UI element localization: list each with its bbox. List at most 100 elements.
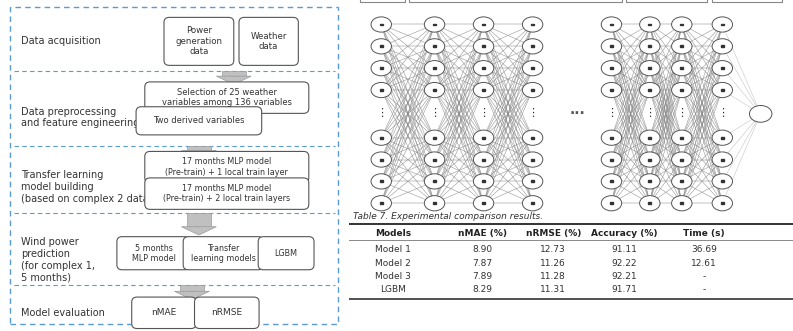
Circle shape	[712, 130, 733, 145]
Text: ⋮: ⋮	[717, 108, 728, 118]
Bar	[482, 45, 485, 47]
Bar	[380, 89, 382, 91]
FancyBboxPatch shape	[239, 17, 298, 66]
Bar	[433, 89, 436, 91]
Circle shape	[640, 196, 660, 211]
Text: 11.26: 11.26	[540, 259, 566, 268]
Bar	[649, 202, 651, 204]
Circle shape	[523, 61, 542, 76]
Text: -: -	[703, 285, 706, 294]
Circle shape	[424, 152, 445, 167]
Text: LGBM: LGBM	[381, 285, 406, 294]
Text: Transfer
learning models: Transfer learning models	[191, 244, 256, 263]
Text: 7.87: 7.87	[472, 259, 492, 268]
Bar	[680, 159, 683, 161]
Circle shape	[371, 174, 392, 189]
Text: ⋮: ⋮	[478, 108, 489, 118]
Text: 8.29: 8.29	[472, 285, 492, 294]
Text: 17 months MLP model
(Pre-train) + 1 local train layer: 17 months MLP model (Pre-train) + 1 loca…	[166, 158, 288, 177]
Text: Selection of 25 weather
variables among 136 variables: Selection of 25 weather variables among …	[162, 88, 292, 107]
Text: 11.31: 11.31	[540, 285, 566, 294]
Circle shape	[424, 130, 445, 145]
Text: Models: Models	[375, 229, 412, 238]
Circle shape	[640, 17, 660, 32]
Circle shape	[672, 196, 692, 211]
Circle shape	[712, 196, 733, 211]
Text: 12.73: 12.73	[540, 245, 566, 255]
FancyBboxPatch shape	[259, 237, 314, 270]
Circle shape	[371, 130, 392, 145]
Bar	[610, 202, 613, 204]
Bar	[380, 137, 382, 139]
Bar	[721, 67, 724, 69]
Bar	[433, 67, 436, 69]
Text: Data acquisition: Data acquisition	[21, 36, 101, 46]
Text: Model evaluation: Model evaluation	[21, 308, 105, 318]
Bar	[649, 137, 651, 139]
Bar	[482, 180, 485, 182]
Text: Table 7. Experimental comparison results.: Table 7. Experimental comparison results…	[354, 212, 543, 221]
Circle shape	[424, 39, 445, 54]
Circle shape	[712, 82, 733, 98]
Bar	[433, 202, 436, 204]
Text: 36.69: 36.69	[691, 245, 717, 255]
Bar	[610, 137, 613, 139]
Text: Data preprocessing
and feature engineering: Data preprocessing and feature engineeri…	[21, 107, 140, 128]
Polygon shape	[182, 151, 216, 159]
Polygon shape	[221, 71, 246, 76]
Bar	[721, 24, 724, 25]
Circle shape	[424, 196, 445, 211]
Text: Weather
data: Weather data	[251, 32, 287, 51]
Circle shape	[601, 130, 622, 145]
Text: ⋮: ⋮	[376, 108, 387, 118]
Circle shape	[424, 174, 445, 189]
Circle shape	[473, 196, 494, 211]
FancyBboxPatch shape	[145, 152, 308, 183]
FancyBboxPatch shape	[145, 82, 308, 113]
Text: 7.89: 7.89	[472, 272, 492, 281]
Circle shape	[473, 61, 494, 76]
Circle shape	[672, 39, 692, 54]
Text: Model 1: Model 1	[375, 245, 412, 255]
Text: nMAE: nMAE	[151, 308, 177, 317]
Bar	[610, 159, 613, 161]
Circle shape	[473, 39, 494, 54]
Polygon shape	[186, 146, 211, 151]
Text: ⋮: ⋮	[527, 108, 538, 118]
Circle shape	[672, 174, 692, 189]
Circle shape	[601, 82, 622, 98]
Circle shape	[371, 39, 392, 54]
Bar	[649, 24, 651, 25]
Bar	[482, 159, 485, 161]
Text: Wind power
prediction
(for complex 1,
5 months): Wind power prediction (for complex 1, 5 …	[21, 237, 95, 282]
Text: ⋮: ⋮	[429, 108, 440, 118]
Bar	[380, 24, 382, 25]
Bar	[433, 137, 436, 139]
Text: nMAE (%): nMAE (%)	[458, 229, 507, 238]
Circle shape	[712, 61, 733, 76]
Circle shape	[473, 174, 494, 189]
Text: Transfer learning
model building
(based on complex 2 data): Transfer learning model building (based …	[21, 170, 152, 204]
Circle shape	[672, 130, 692, 145]
Text: 92.22: 92.22	[611, 259, 637, 268]
Circle shape	[424, 82, 445, 98]
Bar	[721, 202, 724, 204]
Text: nRMSE (%): nRMSE (%)	[526, 229, 581, 238]
Bar	[610, 89, 613, 91]
Circle shape	[601, 61, 622, 76]
Text: 5 months
MLP model: 5 months MLP model	[132, 244, 175, 263]
Text: 11.28: 11.28	[540, 272, 566, 281]
Text: 17 months MLP model
(Pre-train) + 2 local train layers: 17 months MLP model (Pre-train) + 2 loca…	[163, 184, 290, 203]
FancyBboxPatch shape	[183, 237, 263, 270]
Circle shape	[523, 17, 542, 32]
Bar	[433, 24, 436, 25]
Bar	[433, 180, 436, 182]
Circle shape	[523, 196, 542, 211]
Bar	[680, 137, 683, 139]
Circle shape	[424, 61, 445, 76]
Bar	[680, 180, 683, 182]
Text: ⋮: ⋮	[676, 108, 688, 118]
Circle shape	[712, 174, 733, 189]
Text: Model 2: Model 2	[375, 259, 412, 268]
Circle shape	[749, 106, 772, 122]
